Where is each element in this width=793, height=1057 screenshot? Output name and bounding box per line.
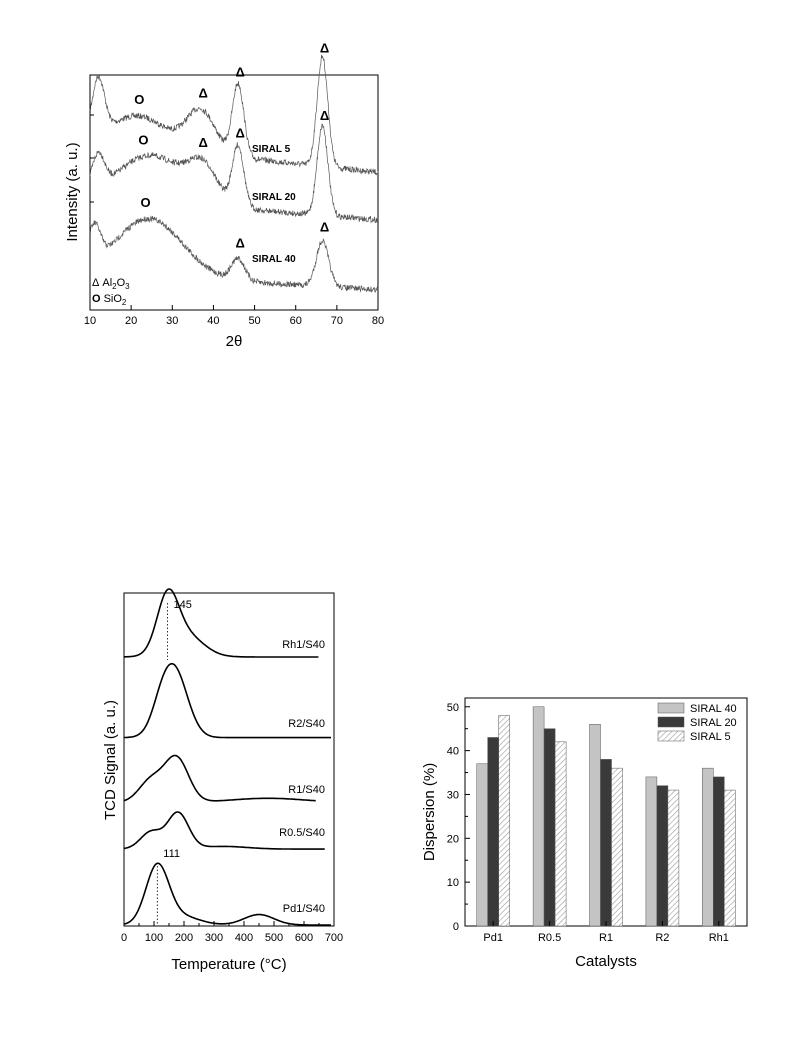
tpr-y-axis-label: TCD Signal (a. u.): [102, 700, 119, 820]
tpr-x-tick-label: 600: [295, 932, 313, 944]
tpr-x-tick-label: 200: [175, 932, 193, 944]
xrd-peak-marker: O: [140, 195, 150, 210]
xrd-y-axis-label: Intensity (a. u.): [64, 142, 81, 241]
xrd-peak-marker: O: [134, 92, 144, 107]
bar: [532, 706, 545, 927]
xrd-x-tick-label: 20: [125, 315, 137, 327]
tpr-series-name: R1/S40: [288, 784, 325, 796]
bars-legend-swatch: [657, 716, 685, 728]
xrd-peak-marker: O: [138, 132, 148, 147]
tpr-x-tick-label: 100: [145, 932, 163, 944]
bars-y-tick-label: 40: [447, 746, 459, 758]
xrd-x-tick-label: 50: [248, 315, 260, 327]
bar: [724, 789, 736, 927]
xrd-x-tick-label: 10: [84, 315, 96, 327]
xrd-series-line: [89, 54, 379, 176]
xrd-x-axis-label: 2θ: [226, 333, 243, 350]
bars-y-tick-label: 10: [447, 877, 459, 889]
tpr-series-line: [123, 588, 319, 658]
xrd-legend-al2o3: Δ Al2O3: [92, 277, 130, 291]
bar: [543, 728, 556, 927]
bars-legend-label: SIRAL 40: [690, 703, 737, 715]
bars-y-tick-label: 20: [447, 833, 459, 845]
bar: [656, 785, 669, 927]
tpr-series-line: [123, 862, 331, 926]
xrd-x-tick-label: 80: [372, 315, 384, 327]
xrd-peak-marker: Δ: [320, 219, 329, 234]
xrd-x-tick-label: 30: [166, 315, 178, 327]
tpr-x-axis-label: Temperature (°C): [171, 956, 286, 973]
tpr-peak-label: 111: [163, 848, 180, 860]
xrd-x-tick-label: 40: [207, 315, 219, 327]
tpr-series-line: [123, 811, 325, 850]
bars-category-label: R2: [655, 932, 669, 944]
xrd-plot-frame: [89, 74, 379, 311]
bar: [645, 776, 658, 927]
xrd-series-line: [89, 123, 379, 224]
xrd-series-name: SIRAL 40: [252, 254, 296, 265]
xrd-peak-marker: Δ: [235, 126, 244, 141]
bar: [476, 763, 488, 927]
bar: [611, 767, 623, 927]
tpr-series-name: R0.5/S40: [279, 827, 325, 839]
tpr-x-tick-label: 300: [205, 932, 223, 944]
xrd-legend: Δ Al2O3 O SiO2: [92, 277, 130, 307]
bars-legend-label: SIRAL 5: [690, 731, 731, 743]
tpr-x-tick-label: 0: [121, 932, 127, 944]
tpr-x-tick-label: 500: [265, 932, 283, 944]
xrd-peak-marker: Δ: [235, 64, 244, 79]
bars-y-axis-label: Dispersion (%): [421, 763, 438, 861]
bars-category-label: R0.5: [538, 932, 561, 944]
tpr-series-name: R2/S40: [288, 718, 325, 730]
bar: [600, 759, 612, 927]
xrd-peak-marker: Δ: [320, 108, 329, 123]
bars-x-axis-label: Catalysts: [575, 953, 637, 970]
tpr-series-line: [123, 754, 316, 802]
tpr-x-tick-label: 400: [235, 932, 253, 944]
tpr-series-name: Pd1/S40: [283, 903, 325, 915]
bars-legend-label: SIRAL 20: [690, 717, 737, 729]
bar: [498, 715, 510, 927]
bars-y-tick-label: 50: [447, 702, 459, 714]
bar: [713, 776, 725, 927]
xrd-x-tick-label: 60: [290, 315, 302, 327]
bars-category-label: Rh1: [709, 932, 729, 944]
bar: [667, 789, 680, 927]
tpr-series-name: Rh1/S40: [282, 639, 325, 651]
bars-legend-swatch: [657, 730, 685, 742]
bar: [702, 767, 714, 927]
xrd-series-name: SIRAL 20: [252, 192, 296, 203]
bar: [589, 724, 601, 927]
tpr-x-tick-label: 700: [325, 932, 343, 944]
xrd-legend-sio2: O SiO2: [92, 293, 127, 307]
tpr-series-line: [124, 662, 331, 739]
xrd-series-line: [89, 215, 379, 293]
xrd-peak-marker: Δ: [198, 86, 207, 101]
bar: [554, 741, 567, 927]
bars-y-tick-label: 0: [453, 921, 459, 933]
bars-legend-swatch: [657, 702, 685, 714]
bars-y-tick-label: 30: [447, 789, 459, 801]
xrd-x-tick-label: 70: [331, 315, 343, 327]
xrd-peak-marker: Δ: [235, 236, 244, 251]
xrd-peak-marker: Δ: [320, 41, 329, 56]
tpr-peak-label: 145: [174, 599, 192, 611]
bar: [487, 737, 499, 927]
xrd-series-name: SIRAL 5: [252, 144, 291, 155]
bars-category-label: R1: [599, 932, 613, 944]
bars-category-label: Pd1: [483, 932, 503, 944]
xrd-peak-marker: Δ: [198, 135, 207, 150]
